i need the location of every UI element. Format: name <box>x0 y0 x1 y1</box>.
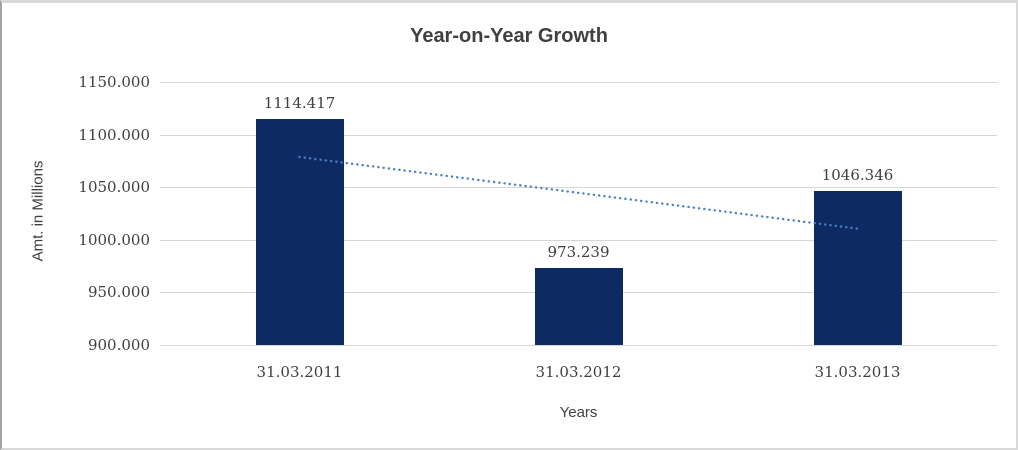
y-tick-label: 1100.000 <box>78 125 150 144</box>
gridline <box>160 134 997 136</box>
bar-data-label: 1046.346 <box>821 166 894 185</box>
chart-title: Year-on-Year Growth <box>410 25 608 47</box>
x-axis-title: Years <box>559 404 598 421</box>
gridline <box>160 239 997 241</box>
x-tick-label: 31.03.2011 <box>256 363 343 381</box>
y-tick-label: 1000.000 <box>78 230 150 249</box>
bar <box>255 119 344 345</box>
gridline <box>160 82 997 83</box>
plot-area: 1114.417 973.239 1046.346 <box>160 82 997 346</box>
y-tick-label: 900.000 <box>87 336 150 354</box>
x-tick-label: 31.03.2013 <box>814 363 901 381</box>
bar <box>813 191 902 345</box>
y-tick-label: 1150.000 <box>78 73 150 91</box>
bar <box>534 267 623 345</box>
x-tick-label: 31.03.2012 <box>535 363 622 381</box>
bar-data-label: 1114.417 <box>263 94 336 113</box>
gridline <box>160 345 997 346</box>
bar-data-label: 973.239 <box>547 242 610 261</box>
y-tick-label: 1050.000 <box>78 178 150 197</box>
y-tick-label: 950.000 <box>87 283 150 302</box>
